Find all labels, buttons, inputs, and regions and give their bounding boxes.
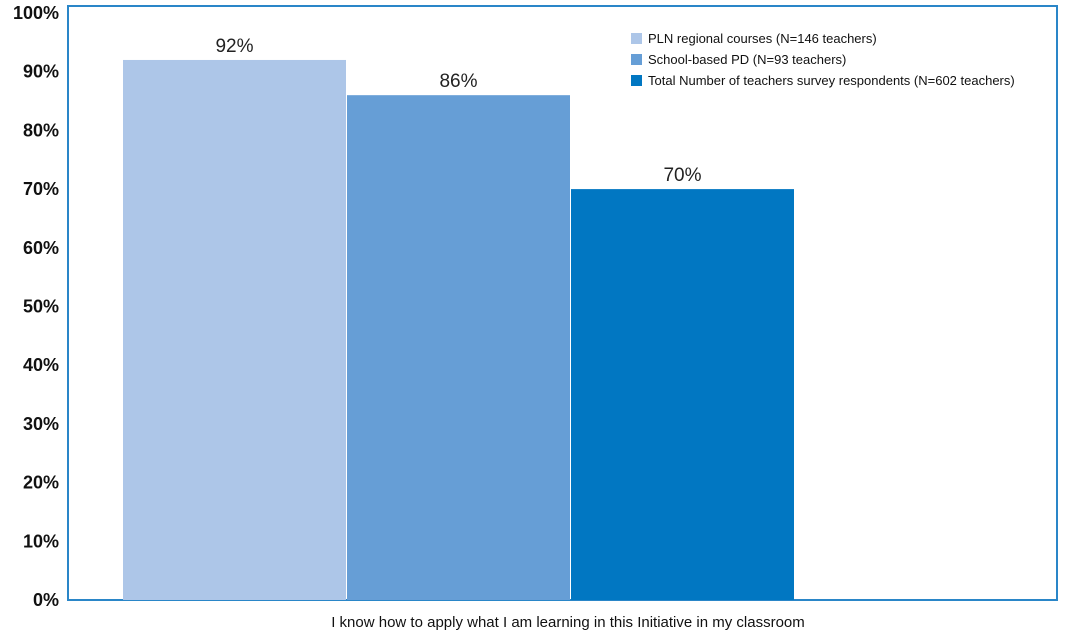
data-label: 86%	[439, 71, 477, 92]
y-tick-label: 70%	[23, 179, 59, 199]
data-label: 70%	[663, 165, 701, 186]
y-tick-label: 10%	[23, 531, 59, 551]
bar	[347, 95, 570, 601]
y-tick-label: 80%	[23, 120, 59, 140]
y-tick-label: 90%	[23, 62, 59, 82]
legend-swatch	[631, 54, 642, 65]
bars	[123, 59, 794, 601]
y-tick-label: 0%	[33, 590, 59, 610]
legend-label: PLN regional courses (N=146 teachers)	[648, 31, 877, 46]
legend-label: School-based PD (N=93 teachers)	[648, 52, 846, 67]
bar	[123, 59, 346, 600]
data-label: 92%	[215, 36, 253, 57]
y-tick-label: 20%	[23, 473, 59, 493]
y-tick-label: 100%	[13, 3, 59, 23]
y-axis-ticks: 0% 10% 20% 30% 40% 50% 60% 70% 80% 90% 100%	[13, 3, 59, 610]
y-tick-label: 50%	[23, 297, 59, 317]
y-tick-label: 40%	[23, 355, 59, 375]
legend-label: Total Number of teachers survey responde…	[648, 73, 1015, 88]
legend-swatch	[631, 75, 642, 86]
y-tick-label: 30%	[23, 414, 59, 434]
data-labels: 92% 86% 70%	[215, 36, 701, 186]
bar	[571, 189, 794, 600]
x-axis-label: I know how to apply what I am learning i…	[331, 614, 805, 631]
legend-swatch	[631, 33, 642, 44]
y-tick-label: 60%	[23, 238, 59, 258]
legend: PLN regional courses (N=146 teachers) Sch…	[631, 31, 1015, 88]
